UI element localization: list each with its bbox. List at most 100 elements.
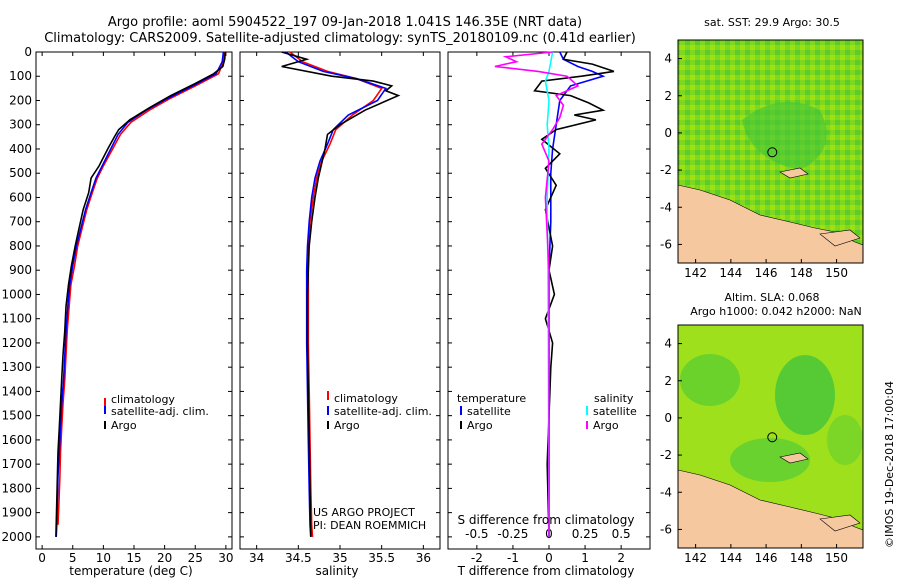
x-tick-label: 0 bbox=[545, 551, 553, 565]
map-lat-label: -2 bbox=[660, 163, 672, 177]
temperature-axes-frame bbox=[35, 51, 233, 550]
imos-stamp: ©IMOS 19-Dec-2018 17:00:04 bbox=[883, 381, 896, 548]
legend-sal-argo-label: Argo bbox=[593, 419, 619, 432]
salinity-panel: 34 34.5 35 35.5 36 salinity climatology sate… bbox=[239, 51, 441, 578]
figure-title-line2: Climatology: CARS2009. Satellite-adjuste… bbox=[44, 31, 636, 46]
map-lon-label: 146 bbox=[755, 266, 778, 280]
salinity-depth-ticks bbox=[240, 51, 440, 538]
sla-map-manus-island bbox=[779, 452, 809, 464]
depth-tick-label: 1800 bbox=[1, 481, 32, 495]
map-lon-label: 144 bbox=[719, 551, 742, 565]
salinity-legend-climatology-label: climatology bbox=[334, 392, 398, 405]
depth-tick-label: 600 bbox=[9, 190, 32, 204]
x-tick-label: 35 bbox=[332, 551, 347, 565]
x-tick-label: 25 bbox=[188, 551, 203, 565]
x-tick-label: 36 bbox=[416, 551, 431, 565]
x-tick-label: 35.5 bbox=[368, 551, 395, 565]
sla-map-ticks: 142 144 146 148 150 4 2 0 -2 -4 -6 bbox=[660, 337, 848, 565]
x-tick-label: 15 bbox=[126, 551, 141, 565]
s-tick-label: 0.25 bbox=[572, 527, 599, 541]
map-lat-label: 4 bbox=[664, 337, 672, 351]
map-lat-label: -6 bbox=[660, 522, 672, 536]
x-tick-label: -1 bbox=[507, 551, 519, 565]
map-lon-label: 148 bbox=[790, 551, 813, 565]
temperature-xlabel: temperature (deg C) bbox=[69, 564, 192, 578]
depth-tick-label: 700 bbox=[9, 215, 32, 229]
legend-satellite-label: satellite-adj. clim. bbox=[111, 405, 209, 418]
salinity-legend: climatology satellite-adj. clim. Argo bbox=[327, 391, 432, 432]
depth-tick-label: 1600 bbox=[1, 433, 32, 447]
x-tick-label: 34.5 bbox=[285, 551, 312, 565]
salinity-legend-argo-label: Argo bbox=[334, 419, 360, 432]
depth-tick-label: 1900 bbox=[1, 506, 32, 520]
legend-argo-label: Argo bbox=[111, 419, 137, 432]
legend-temperature-title: temperature bbox=[457, 392, 526, 405]
legend-sal-satellite-label: satellite bbox=[593, 405, 637, 418]
series-satellite-adj-clim- bbox=[55, 51, 225, 537]
map-lon-label: 150 bbox=[825, 266, 848, 280]
s-tick-label: 0.5 bbox=[612, 527, 631, 541]
sla-map-title2: Argo h1000: 0.042 h2000: NaN bbox=[690, 305, 862, 318]
x-tick-label: 0 bbox=[38, 551, 46, 565]
difference-depth-ticks bbox=[448, 51, 650, 538]
map-lat-label: 4 bbox=[664, 52, 672, 66]
map-lon-label: 142 bbox=[684, 551, 707, 565]
sst-map-ticks: 142 144 146 148 150 4 2 0 -2 -4 -6 bbox=[660, 52, 848, 280]
difference-xlabel: T difference from climatology bbox=[457, 564, 635, 578]
map-lat-label: 0 bbox=[664, 411, 672, 425]
temperature-panel: 0100200300400500600700800900100011001200… bbox=[1, 45, 233, 578]
legend-temp-satellite-label: satellite bbox=[467, 405, 511, 418]
map-lat-label: -2 bbox=[660, 448, 672, 462]
sla-map-island bbox=[819, 514, 861, 532]
sla-map-patch-d bbox=[827, 415, 863, 465]
map-lat-label: -6 bbox=[660, 237, 672, 251]
temperature-axis-ticks: 0 5 10 15 20 25 30 bbox=[38, 52, 234, 565]
sst-map-cool-patch bbox=[742, 102, 827, 170]
series-salinity-argo bbox=[494, 51, 580, 537]
depth-tick-label: 1300 bbox=[1, 360, 32, 374]
depth-tick-label: 1000 bbox=[1, 287, 32, 301]
depth-axis-ticks: 0 100 200 300 400 500 600 700 800 900 1000 1100 1200… bbox=[1, 45, 232, 544]
legend-temp-argo-label: Argo bbox=[467, 419, 493, 432]
sst-map-title: sat. SST: 29.9 Argo: 30.5 bbox=[704, 16, 840, 29]
sla-map-panel: Altim. SLA: 0.068 Argo h1000: 0.042 h200… bbox=[660, 291, 864, 565]
depth-tick-label: 1100 bbox=[1, 312, 32, 326]
series-climatology bbox=[289, 51, 383, 537]
sst-map-frame bbox=[677, 39, 864, 264]
depth-tick-label: 1400 bbox=[1, 384, 32, 398]
sst-map-panel: sat. SST: 29.9 Argo: 30.5 142 144 146 148 15… bbox=[660, 16, 864, 280]
sla-map-patch-a bbox=[680, 354, 740, 406]
difference-panel: -2 -1 0 1 2-0.5 -0.25 0 0.25 0.5 T difference fr… bbox=[447, 51, 651, 578]
x-tick-label: 2 bbox=[617, 551, 625, 565]
sla-map-patch-c bbox=[730, 438, 810, 482]
map-lat-label: 0 bbox=[664, 126, 672, 140]
x-tick-label: 34 bbox=[249, 551, 264, 565]
x-tick-label: 10 bbox=[96, 551, 111, 565]
map-lat-label: 2 bbox=[664, 89, 672, 103]
legend-salinity-title: salinity bbox=[594, 392, 634, 405]
salinity-xlabel: salinity bbox=[315, 564, 358, 578]
temperature-series bbox=[55, 51, 227, 537]
depth-tick-label: 2000 bbox=[1, 530, 32, 544]
sst-map-manus-island bbox=[779, 167, 809, 179]
difference-legend: temperature satellite Argo salinity sate… bbox=[457, 392, 637, 432]
map-lat-label: -4 bbox=[660, 485, 672, 499]
series-climatology bbox=[57, 51, 226, 525]
temperature-legend: climatology satellite-adj. clim. Argo bbox=[104, 393, 209, 432]
salinity-series bbox=[281, 51, 401, 537]
map-lon-label: 150 bbox=[825, 551, 848, 565]
depth-tick-label: 500 bbox=[9, 166, 32, 180]
depth-tick-label: 400 bbox=[9, 142, 32, 156]
map-lon-label: 142 bbox=[684, 266, 707, 280]
map-lon-label: 144 bbox=[719, 266, 742, 280]
depth-tick-label: 1500 bbox=[1, 409, 32, 423]
x-tick-label: 5 bbox=[69, 551, 77, 565]
x-tick-label: 30 bbox=[218, 551, 233, 565]
map-lon-label: 148 bbox=[790, 266, 813, 280]
depth-tick-label: 200 bbox=[9, 93, 32, 107]
series-argo bbox=[281, 51, 401, 537]
series-satellite-adj-clim- bbox=[285, 51, 388, 537]
salinity-axis-ticks: 34 34.5 35 35.5 36 bbox=[249, 52, 431, 565]
series-salinity-satellite bbox=[544, 51, 554, 537]
